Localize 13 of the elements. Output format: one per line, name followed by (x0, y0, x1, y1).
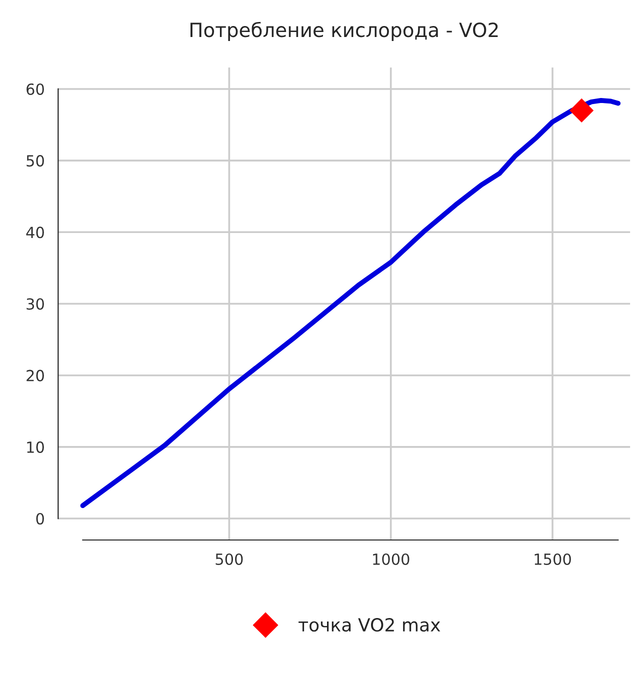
y-tick-label: 30 (26, 298, 44, 310)
y-tick-label: 10 (27, 441, 44, 453)
y-tick-label: 60 (26, 83, 44, 95)
chart-title: Потребление кислорода - VO2 (190, 22, 498, 41)
legend-label: точка VO2 max (298, 618, 440, 632)
y-tick-label: 40 (26, 226, 44, 238)
line-series (80, 98, 621, 508)
x-tick-label: 1000 (373, 553, 410, 566)
y-tick-label: 50 (26, 155, 44, 167)
y-tick-label: 0 (36, 512, 44, 525)
x-tick-label: 500 (216, 553, 243, 566)
y-tick-label: 20 (26, 370, 44, 382)
x-tick-label: 1500 (534, 553, 571, 566)
